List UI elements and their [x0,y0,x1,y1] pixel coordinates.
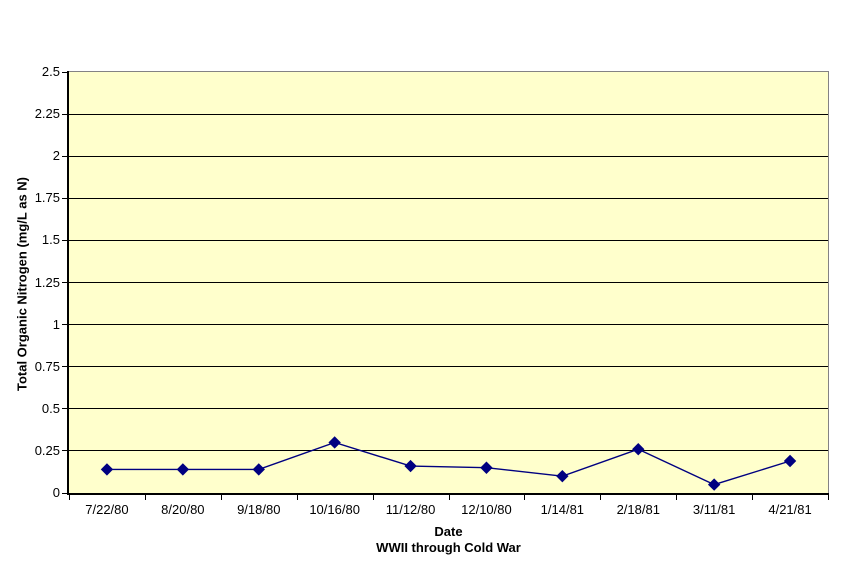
y-tick-mark [62,113,68,115]
x-tick-mark [372,495,374,500]
y-tick-mark [62,366,68,368]
y-tick-mark [62,71,68,73]
plot-border-top [69,71,829,72]
x-axis-title: Date [434,524,463,539]
plot-area [69,72,828,493]
data-point-marker [480,461,493,474]
y-axis-title: Total Organic Nitrogen (mg/L as N) [14,176,30,392]
x-tick-label: 9/18/80 [237,502,281,517]
x-tick-label: 3/11/81 [692,502,736,517]
y-tick-mark [62,282,68,283]
series-line [107,441,791,486]
x-tick-mark [828,495,829,500]
x-tick-label: 2/18/81 [616,502,660,517]
y-tick-label: 2.25 [34,106,60,122]
data-point-marker [556,469,569,483]
data-point-marker [100,463,114,476]
y-tick-label: 1.75 [34,190,60,206]
plot-border-right [828,71,829,493]
x-tick-mark [69,495,70,500]
data-point-marker [328,436,341,449]
gridline [69,282,828,283]
x-tick-mark [524,495,526,500]
x-tick-label: 11/12/80 [385,502,436,517]
x-tick-label: 10/16/80 [309,502,360,517]
y-tick-mark [62,450,68,452]
gridline [69,408,828,410]
x-tick-mark [296,495,298,500]
gridline [69,239,828,241]
data-series [100,436,797,491]
x-tick-label: 8/20/80 [161,502,205,517]
y-tick-mark [62,197,68,199]
y-tick-label: 1.25 [34,274,60,290]
gridline [69,366,828,368]
gridline [69,155,828,157]
y-tick-label: 0 [52,485,60,500]
x-axis-subtitle: WWII through Cold War [376,540,521,555]
y-tick-mark [62,239,68,241]
x-axis-line [67,493,829,495]
x-tick-label: 4/21/81 [768,502,812,517]
y-tick-label: 0.25 [34,442,60,458]
y-tick-label: 0.75 [34,358,60,374]
data-point-marker [176,463,190,476]
y-axis-line [67,71,69,494]
y-tick-mark [62,155,68,157]
data-point-marker [783,454,797,468]
y-tick-label: 0.5 [41,400,60,416]
x-tick-label: 1/14/81 [540,502,585,517]
x-tick-mark [448,495,450,500]
x-tick-label: 12/10/80 [461,502,512,517]
y-tick-label: 2 [52,148,60,164]
data-point-marker [252,463,265,476]
y-tick-label: 1.5 [41,232,60,248]
x-tick-mark [676,495,678,500]
gridline [69,197,828,199]
data-point-marker [404,459,417,473]
data-point-marker [632,443,645,456]
gridline [69,450,828,452]
y-tick-label: 2.5 [41,64,60,79]
x-tick-mark [220,495,222,500]
x-tick-mark [600,495,602,500]
x-tick-mark [144,495,146,500]
y-tick-mark [62,408,68,410]
y-tick-label: 1 [52,316,60,332]
gridline [69,113,828,115]
x-tick-label: 7/22/80 [85,502,129,517]
gridline [69,324,828,326]
y-tick-mark [62,492,68,494]
y-tick-mark [62,324,68,326]
x-tick-mark [752,495,754,500]
data-point-marker [707,478,721,491]
